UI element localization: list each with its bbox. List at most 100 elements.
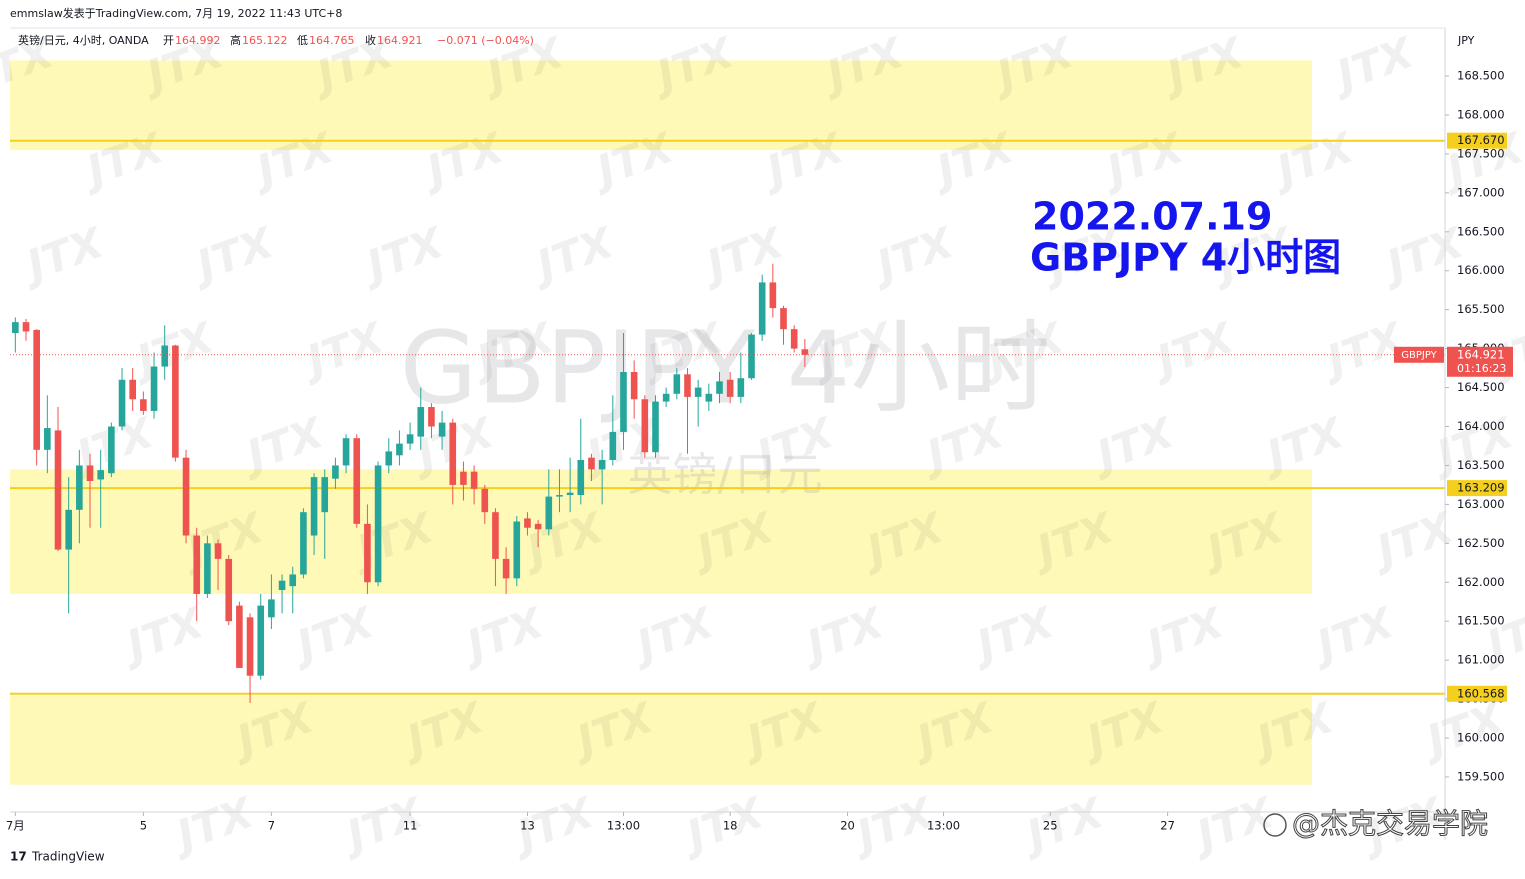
- legend-field-label: 高: [230, 33, 241, 47]
- candle-body: [332, 465, 339, 479]
- plot: [10, 139, 1445, 703]
- candle-body: [278, 580, 286, 591]
- level-label: 160.568: [1457, 686, 1505, 700]
- candle-body: [769, 282, 777, 309]
- candle-body: [598, 459, 606, 470]
- y-tick-label: 167.000: [1457, 185, 1505, 199]
- x-tick-label: 13: [520, 819, 535, 833]
- candle-body: [417, 407, 425, 437]
- level-tag: [1447, 480, 1507, 497]
- candle-body: [790, 329, 798, 349]
- x-tick-label: 11: [403, 819, 418, 833]
- candle-body: [673, 374, 681, 394]
- candle-body: [236, 605, 243, 668]
- candle-body: [545, 496, 553, 530]
- legend-field-value: 165.122: [242, 34, 288, 47]
- candle-body: [172, 345, 179, 458]
- candle-body: [641, 399, 649, 453]
- last-price-label: 164.921: [1457, 347, 1505, 361]
- candle-body: [556, 495, 563, 497]
- candle-body: [364, 523, 371, 583]
- candle-body: [801, 349, 809, 355]
- candle-body: [748, 334, 755, 379]
- header: emmslaw发表于TradingView.com, 7月 19, 2022 1…: [10, 6, 342, 20]
- candle-body: [577, 459, 585, 496]
- candle-body: [737, 378, 745, 397]
- y-tick-label: 163.000: [1457, 497, 1505, 511]
- x-tick-label: 7月: [6, 819, 25, 833]
- credit-logo: [1263, 813, 1287, 837]
- y-tick-label: 160.000: [1457, 731, 1505, 745]
- x-tick-label: 7: [268, 819, 275, 833]
- candle-body: [321, 477, 329, 513]
- candle-body: [310, 477, 318, 536]
- zones: [10, 60, 1312, 785]
- candle-body: [758, 282, 766, 335]
- candle-body: [705, 393, 713, 402]
- countdown: 01:16:23: [1457, 362, 1506, 375]
- candle-body: [534, 523, 542, 530]
- symbol-tag-label: GBPJPY: [1401, 350, 1437, 361]
- legend-change: −0.071 (−0.04%): [437, 34, 534, 47]
- candle-body: [662, 393, 670, 402]
- candle-body: [513, 521, 521, 579]
- candle-body: [204, 543, 211, 594]
- legend-field-label: 低: [297, 34, 308, 47]
- zone: [10, 695, 1312, 785]
- candle-body: [54, 430, 62, 550]
- candle-body: [780, 308, 787, 330]
- y-tick-label: 166.500: [1457, 224, 1505, 238]
- y-tick-label: 164.500: [1457, 380, 1505, 394]
- x-tick-label: 25: [1043, 819, 1058, 833]
- x-tick-label: 18: [723, 819, 738, 833]
- candle-body: [716, 381, 723, 394]
- candle-body: [396, 443, 403, 456]
- candle-body: [449, 422, 457, 485]
- annotation: 2022.07.19: [1032, 195, 1272, 239]
- candle-body: [385, 451, 393, 466]
- symbol-tag: [1394, 346, 1444, 363]
- footer-logo: 𝟭𝟳: [10, 850, 27, 864]
- candle-body: [246, 617, 254, 676]
- candle-body: [353, 438, 361, 524]
- candle-body: [342, 438, 350, 466]
- candle-body: [108, 426, 115, 474]
- candle-body: [630, 371, 638, 400]
- x-tick-label: 13:00: [607, 819, 640, 833]
- candle-body: [86, 465, 94, 482]
- candle-body: [502, 558, 510, 579]
- y-tick-label: 162.000: [1457, 575, 1505, 589]
- y-tick-label: 159.500: [1457, 769, 1505, 783]
- annotation: GBPJPY 4小时图: [1030, 236, 1341, 280]
- candle-body: [481, 488, 489, 513]
- y-tick-label: 168.500: [1457, 69, 1505, 83]
- y-tick-label: 161.500: [1457, 614, 1505, 628]
- candle-body: [33, 329, 40, 450]
- candle-body: [460, 471, 467, 485]
- x-tick-label: 27: [1160, 819, 1175, 833]
- candle-body: [289, 574, 297, 587]
- level-label: 163.209: [1457, 481, 1505, 495]
- y-tick-label: 166.000: [1457, 263, 1505, 277]
- legend-field-label: 开: [163, 34, 174, 47]
- x-tick-label: 5: [140, 819, 147, 833]
- candle-body: [652, 401, 659, 453]
- level-label: 167.670: [1457, 133, 1505, 147]
- candle-body: [76, 465, 83, 510]
- legend-field-value: 164.992: [175, 34, 221, 47]
- candle-body: [182, 457, 190, 536]
- candle-body: [65, 509, 72, 550]
- legend-field-value: 164.921: [377, 34, 423, 47]
- candle-body: [300, 512, 307, 575]
- symbol-watermark: GBPJPY 4小时: [400, 309, 1051, 426]
- candle-body: [524, 518, 531, 528]
- x-tick-label: 13:00: [927, 819, 960, 833]
- y-tick-label: 161.000: [1457, 653, 1505, 667]
- credit: @杰克交易学院: [1292, 807, 1488, 840]
- zone: [10, 60, 1312, 151]
- candle-body: [22, 322, 30, 332]
- y-tick-label: 168.000: [1457, 107, 1505, 121]
- candle-body: [588, 457, 595, 470]
- candle-body: [97, 470, 104, 480]
